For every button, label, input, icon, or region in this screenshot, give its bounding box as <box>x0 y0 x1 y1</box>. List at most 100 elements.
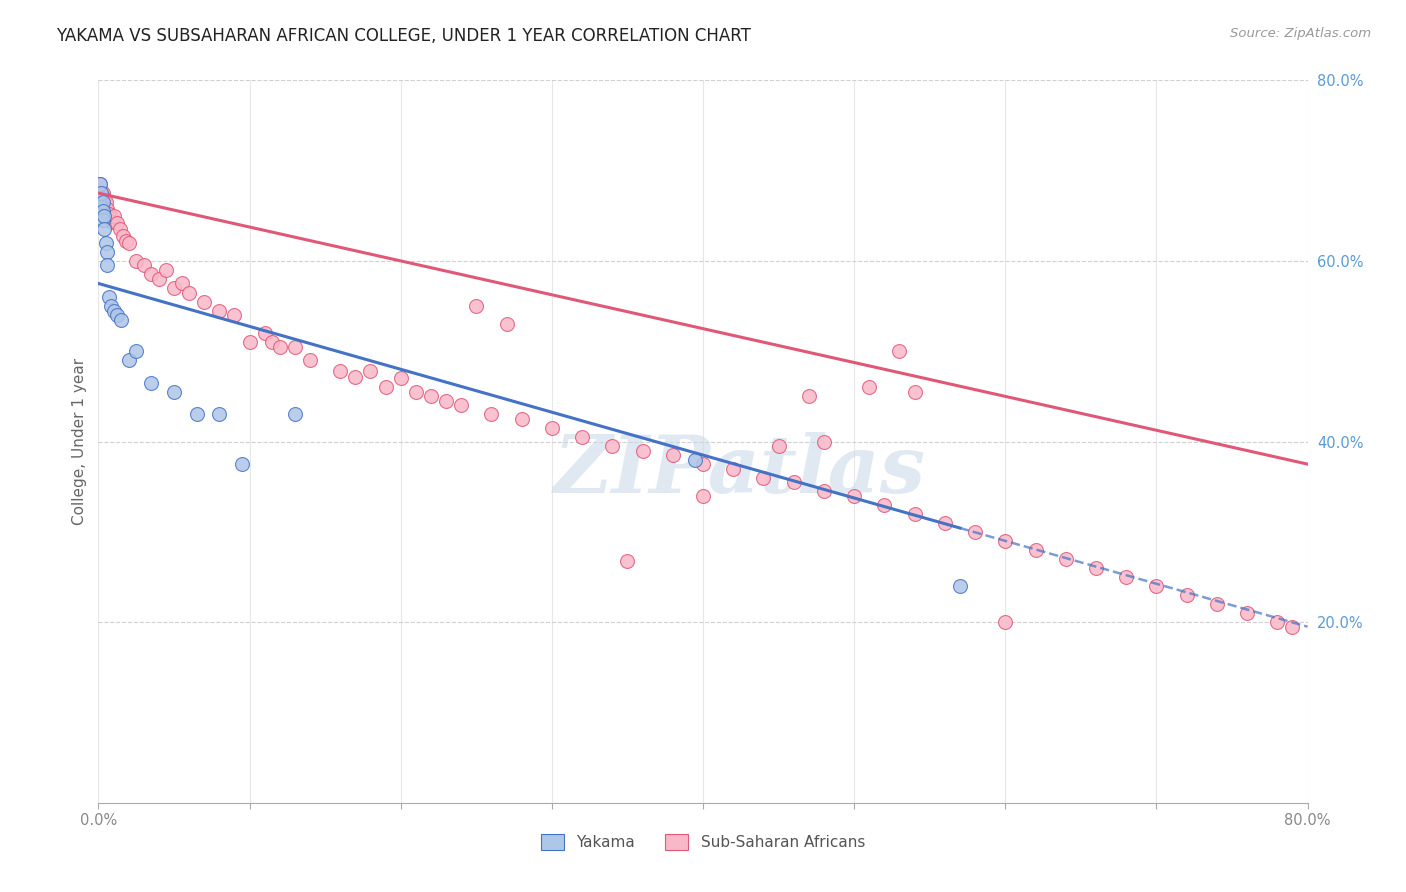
Point <box>186 408 208 422</box>
Point <box>450 398 472 412</box>
Point <box>904 507 927 521</box>
Point <box>873 498 896 512</box>
Point <box>1175 588 1198 602</box>
Text: ZIPatlas: ZIPatlas <box>553 432 925 509</box>
Text: YAKAMA VS SUBSAHARAN AFRICAN COLLEGE, UNDER 1 YEAR CORRELATION CHART: YAKAMA VS SUBSAHARAN AFRICAN COLLEGE, UN… <box>56 27 751 45</box>
Point <box>103 209 125 223</box>
Point <box>768 439 790 453</box>
Point <box>783 475 806 490</box>
Point <box>118 353 141 368</box>
Point <box>602 439 624 453</box>
Point <box>132 259 155 273</box>
Point <box>94 204 117 219</box>
Point <box>98 290 121 304</box>
Point <box>239 335 262 350</box>
Point <box>269 340 291 354</box>
Point <box>284 408 307 422</box>
Point <box>889 344 911 359</box>
Point <box>118 235 141 250</box>
Point <box>91 200 114 214</box>
Point <box>510 412 533 426</box>
Point <box>692 489 714 503</box>
Point <box>110 312 132 326</box>
Legend: Yakama, Sub-Saharan Africans: Yakama, Sub-Saharan Africans <box>534 829 872 856</box>
Point <box>389 371 412 385</box>
Point <box>90 200 112 214</box>
Point <box>91 186 114 201</box>
Point <box>813 484 835 499</box>
Point <box>125 344 148 359</box>
Point <box>114 234 136 248</box>
Point <box>420 389 443 403</box>
Point <box>108 222 131 236</box>
Point <box>224 308 246 322</box>
Point <box>360 364 382 378</box>
Point <box>661 448 683 462</box>
Point <box>858 380 880 394</box>
Point <box>100 211 122 225</box>
Point <box>1206 597 1229 611</box>
Point <box>170 277 193 291</box>
Point <box>262 335 284 350</box>
Point <box>1281 620 1303 634</box>
Point <box>103 303 125 318</box>
Point <box>89 177 111 191</box>
Point <box>98 207 121 221</box>
Point <box>813 434 835 449</box>
Point <box>89 191 111 205</box>
Point <box>105 308 128 322</box>
Point <box>949 579 972 593</box>
Point <box>692 457 714 471</box>
Point <box>571 430 593 444</box>
Point <box>141 268 163 282</box>
Point <box>1115 570 1137 584</box>
Point <box>1085 561 1108 575</box>
Point <box>231 457 253 471</box>
Point <box>752 471 775 485</box>
Point <box>994 533 1017 548</box>
Point <box>90 186 112 201</box>
Point <box>94 195 117 210</box>
Point <box>155 263 177 277</box>
Point <box>1024 542 1046 557</box>
Point <box>141 376 163 390</box>
Point <box>994 615 1017 630</box>
Point <box>1267 615 1289 630</box>
Point <box>934 516 956 530</box>
Point <box>148 272 170 286</box>
Point <box>1144 579 1167 593</box>
Point <box>344 369 367 384</box>
Point <box>329 364 352 378</box>
Point <box>495 317 517 331</box>
Point <box>481 408 503 422</box>
Point <box>163 384 186 399</box>
Point <box>93 209 115 223</box>
Y-axis label: College, Under 1 year: College, Under 1 year <box>72 358 87 525</box>
Point <box>90 195 112 210</box>
Point <box>253 326 276 340</box>
Point <box>193 294 215 309</box>
Point <box>89 191 111 205</box>
Point <box>90 186 112 201</box>
Point <box>434 393 457 408</box>
Point <box>299 353 322 368</box>
Point <box>540 421 562 435</box>
Point <box>797 389 820 403</box>
Point <box>125 254 148 268</box>
Point <box>405 384 427 399</box>
Point <box>91 204 114 219</box>
Point <box>844 489 866 503</box>
Point <box>111 228 134 243</box>
Point <box>96 259 118 273</box>
Point <box>91 213 114 227</box>
Point <box>723 461 745 475</box>
Point <box>100 299 122 313</box>
Point <box>208 408 231 422</box>
Point <box>284 340 307 354</box>
Point <box>91 195 114 210</box>
Point <box>631 443 654 458</box>
Point <box>904 384 927 399</box>
Point <box>93 191 115 205</box>
Point <box>685 452 707 467</box>
Point <box>163 281 186 295</box>
